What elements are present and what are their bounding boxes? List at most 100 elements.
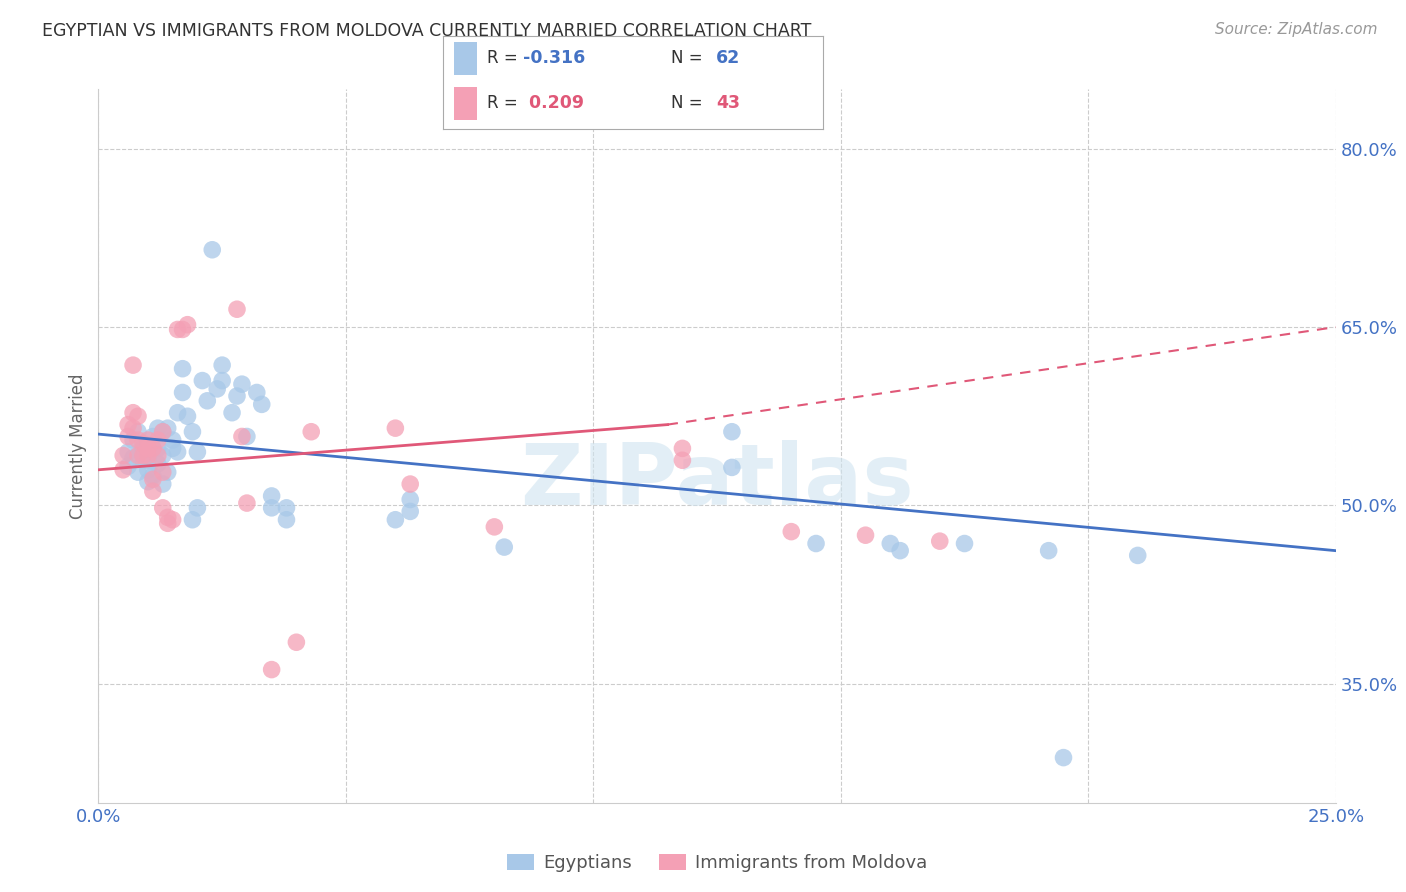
Point <box>127 433 149 447</box>
Point <box>132 436 155 450</box>
Point <box>399 492 422 507</box>
Point <box>484 520 506 534</box>
Point <box>142 429 165 443</box>
Point <box>117 417 139 432</box>
Text: N =: N = <box>671 49 707 67</box>
Point <box>172 322 194 336</box>
Point <box>399 477 422 491</box>
Point <box>399 504 422 518</box>
Point <box>136 475 159 489</box>
Point <box>122 421 145 435</box>
Point <box>132 450 155 465</box>
Point <box>231 429 253 443</box>
Point <box>127 425 149 439</box>
Point <box>721 460 744 475</box>
Legend: Egyptians, Immigrants from Moldova: Egyptians, Immigrants from Moldova <box>499 847 935 880</box>
Point <box>221 406 243 420</box>
Point <box>146 457 169 471</box>
Point <box>186 445 208 459</box>
Point <box>156 510 179 524</box>
Point <box>671 442 693 456</box>
Point <box>285 635 308 649</box>
Point <box>117 459 139 474</box>
Point <box>132 442 155 456</box>
Point <box>156 465 179 479</box>
Text: N =: N = <box>671 95 707 112</box>
Bar <box>454 87 477 120</box>
Point <box>166 445 188 459</box>
Point <box>186 500 208 515</box>
Point <box>152 465 174 479</box>
Point <box>156 421 179 435</box>
Point <box>142 442 165 456</box>
Point <box>226 389 249 403</box>
Point <box>1052 750 1074 764</box>
Point <box>117 429 139 443</box>
Point <box>299 425 322 439</box>
Point <box>226 302 249 317</box>
Point <box>146 442 169 456</box>
Point <box>152 477 174 491</box>
Point <box>162 513 184 527</box>
Text: 62: 62 <box>716 49 741 67</box>
Point <box>780 524 803 539</box>
Point <box>117 445 139 459</box>
Point <box>146 421 169 435</box>
Text: 0.209: 0.209 <box>523 95 583 112</box>
Point <box>879 536 901 550</box>
Point <box>136 449 159 463</box>
Point <box>142 484 165 499</box>
Point <box>142 472 165 486</box>
Point <box>384 513 406 527</box>
Point <box>152 425 174 439</box>
Point <box>231 377 253 392</box>
Point <box>494 540 516 554</box>
Point <box>112 449 135 463</box>
Text: -0.316: -0.316 <box>523 49 585 67</box>
Point <box>132 449 155 463</box>
Point <box>181 513 204 527</box>
Point <box>236 496 259 510</box>
Point <box>156 516 179 531</box>
Point <box>136 463 159 477</box>
Point <box>201 243 224 257</box>
Point <box>142 442 165 456</box>
Point <box>191 374 214 388</box>
Point <box>176 409 198 424</box>
Point <box>195 393 218 408</box>
Point <box>276 513 298 527</box>
Point <box>260 663 283 677</box>
Text: R =: R = <box>486 95 523 112</box>
Point <box>146 449 169 463</box>
Point <box>146 433 169 447</box>
Point <box>176 318 198 332</box>
Point <box>205 382 228 396</box>
Point <box>211 374 233 388</box>
Point <box>122 450 145 465</box>
Point <box>889 543 911 558</box>
Point <box>246 385 269 400</box>
Text: 43: 43 <box>716 95 740 112</box>
Point <box>250 397 273 411</box>
Point <box>384 421 406 435</box>
Point <box>172 385 194 400</box>
Point <box>162 442 184 456</box>
Point <box>122 358 145 372</box>
Text: ZIPatlas: ZIPatlas <box>520 440 914 524</box>
Point <box>276 500 298 515</box>
Point <box>260 489 283 503</box>
Point <box>855 528 877 542</box>
Point <box>166 406 188 420</box>
Point <box>136 442 159 456</box>
Point <box>166 322 188 336</box>
Point <box>136 433 159 447</box>
Point <box>236 429 259 443</box>
Point <box>804 536 827 550</box>
Bar <box>454 42 477 75</box>
Point <box>953 536 976 550</box>
Point <box>928 534 950 549</box>
Point <box>211 358 233 372</box>
Text: EGYPTIAN VS IMMIGRANTS FROM MOLDOVA CURRENTLY MARRIED CORRELATION CHART: EGYPTIAN VS IMMIGRANTS FROM MOLDOVA CURR… <box>42 22 811 40</box>
Point <box>127 449 149 463</box>
Point <box>152 500 174 515</box>
